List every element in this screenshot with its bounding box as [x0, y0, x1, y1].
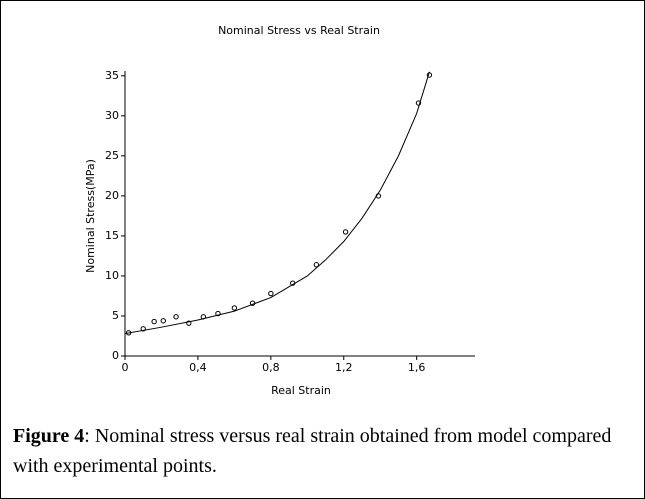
y-tick-label: 0 — [112, 349, 119, 362]
y-tick-label: 25 — [105, 149, 119, 162]
chart: Nominal Stress vs Real Strain Real Strai… — [84, 24, 475, 397]
y-tick-label: 30 — [105, 109, 119, 122]
x-tick-label: 0 — [122, 361, 129, 374]
y-axis-label: Nominal Stress(MPa) — [84, 159, 97, 273]
x-tick-label: 0,4 — [189, 361, 207, 374]
data-point — [173, 314, 179, 320]
y-tick-label: 15 — [105, 229, 119, 242]
x-tick-label: 1,2 — [335, 361, 353, 374]
caption-text: : Nominal stress versus real strain obta… — [13, 425, 612, 477]
data-point — [342, 229, 349, 235]
data-point — [151, 318, 157, 325]
caption: Figure 4: Nominal stress versus real str… — [13, 421, 638, 481]
chart-title: Nominal Stress vs Real Strain — [218, 24, 380, 37]
y-tick-label: 20 — [105, 189, 119, 202]
data-point — [313, 262, 320, 268]
data-point — [268, 290, 274, 297]
x-tick-label: 1,6 — [408, 361, 426, 374]
y-tick-label: 5 — [112, 309, 119, 322]
model-curve — [124, 71, 430, 335]
y-tick-label: 10 — [105, 269, 119, 282]
data-point — [231, 305, 238, 311]
data-point — [160, 318, 166, 324]
x-axis-label: Real Strain — [271, 384, 331, 397]
caption-label: Figure 4 — [13, 425, 85, 447]
y-tick-label: 35 — [105, 69, 119, 82]
x-tick-label: 0,8 — [262, 361, 280, 374]
